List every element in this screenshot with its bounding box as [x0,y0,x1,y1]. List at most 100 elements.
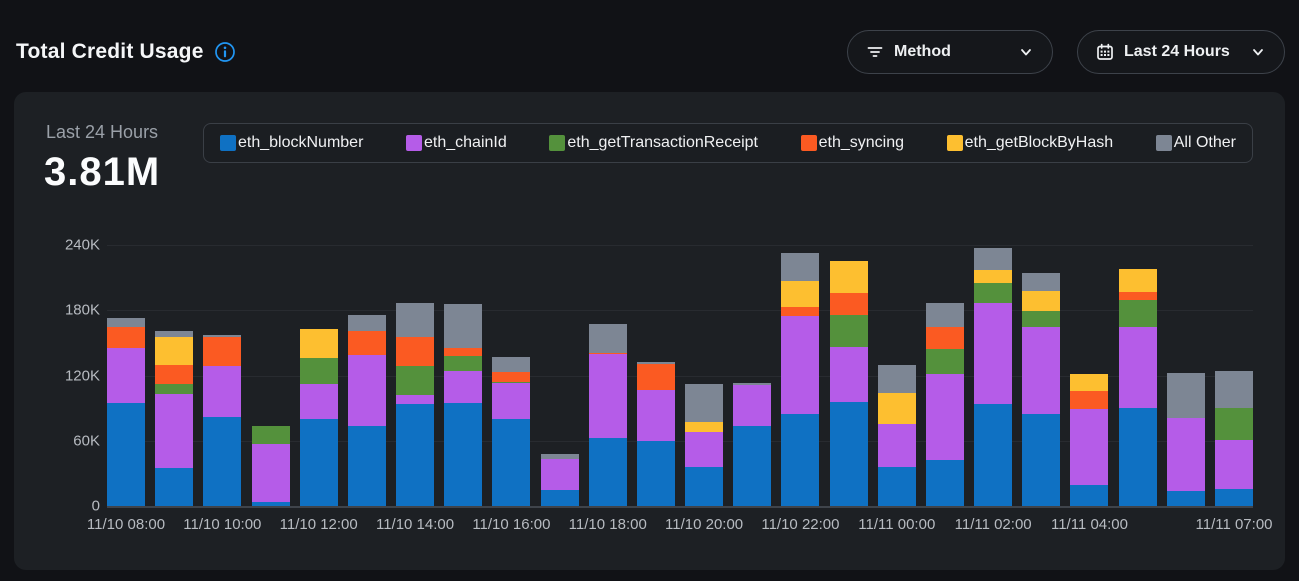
gridline [107,245,1253,246]
bar-segment-eth_chainId [829,347,868,402]
bar-segment-All Other [925,302,964,327]
bar-segment-All Other [636,362,675,364]
bar-segment-eth_getBlockByHash [781,280,820,307]
x-axis-tick-label: 11/10 12:00 [279,516,358,533]
bar-segment-eth_blockNumber [155,467,194,506]
chart-bar[interactable] [1070,374,1109,506]
bar-segment-All Other [540,453,579,460]
stat-total-value: 3.81M [44,150,161,194]
method-filter-label: Method [894,43,951,60]
bar-segment-eth_blockNumber [685,466,724,506]
chart-bar[interactable] [540,453,579,506]
chart-bar[interactable] [444,303,483,506]
bar-segment-eth_chainId [251,444,290,502]
legend-label: eth_blockNumber [238,134,364,151]
legend-label: eth_getTransactionReceipt [567,134,758,151]
legend-item-eth_blockNumber[interactable]: eth_blockNumber [220,134,363,152]
bar-segment-eth_blockNumber [299,419,338,506]
bar-segment-eth_chainId [444,371,483,403]
bar-segment-All Other [492,357,531,373]
bar-segment-eth_chainId [685,432,724,467]
bar-segment-eth_getTransactionReceipt [444,355,483,372]
bar-segment-eth_chainId [877,424,916,467]
bar-segment-All Other [155,330,194,338]
legend-swatch [1155,135,1172,151]
info-icon[interactable] [214,41,236,63]
bar-segment-eth_syncing [781,307,820,316]
time-range-dropdown[interactable]: Last 24 Hours [1077,30,1285,74]
chart-bar[interactable] [974,248,1013,506]
chart-bar[interactable] [492,357,531,506]
bar-segment-eth_chainId [925,374,964,461]
bar-segment-All Other [1022,273,1061,291]
bar-segment-eth_chainId [1070,409,1109,486]
bar-segment-eth_syncing [1118,291,1157,301]
chart-bar[interactable] [1166,373,1205,506]
chart-bar[interactable] [781,252,820,506]
bar-segment-eth_blockNumber [347,425,386,506]
bar-segment-All Other [347,314,386,331]
x-axis-tick-label: 11/10 22:00 [761,516,840,533]
chart-bar[interactable] [347,314,386,506]
y-axis-tick-label: 60K [73,432,100,450]
bar-segment-eth_getBlockByHash [974,270,1013,284]
bar-segment-eth_chainId [107,348,145,403]
stat-period-label: Last 24 Hours [46,122,159,142]
bar-segment-eth_blockNumber [974,403,1013,506]
legend-item-eth_chainId[interactable]: eth_chainId [406,134,507,152]
legend-item-All Other[interactable]: All Other [1155,134,1236,152]
bar-segment-All Other [444,303,483,349]
x-axis-tick-label: 11/10 20:00 [665,516,744,533]
legend-item-eth_getBlockByHash[interactable]: eth_getBlockByHash [946,134,1113,152]
legend-swatch [946,135,963,151]
x-axis-tick-label: 11/10 08:00 [86,516,166,533]
bar-segment-eth_blockNumber [1022,413,1061,506]
bar-segment-All Other [685,384,724,423]
chart-bar[interactable] [733,383,772,506]
chevron-down-icon [1250,44,1266,60]
legend-item-eth_syncing[interactable]: eth_syncing [800,134,904,152]
x-axis-tick-label: 11/10 14:00 [375,516,455,533]
chart-bar[interactable] [1215,371,1253,506]
bar-segment-eth_blockNumber [492,419,531,506]
bar-segment-eth_blockNumber [1166,490,1205,506]
bar-segment-eth_chainId [1118,326,1157,409]
bar-segment-eth_chainId [347,354,386,426]
bar-segment-eth_syncing [396,337,435,366]
bar-segment-eth_getTransactionReceipt [492,382,531,384]
bar-segment-All Other [107,317,145,327]
chart-bar[interactable] [925,302,964,506]
stacked-bar-chart: 0 60K 120K 180K 240K 11/10 08:00 11/10 10:00 11… [14,92,1285,570]
y-axis-tick-label: 0 [91,497,100,515]
bar-segment-eth_chainId [1022,326,1061,414]
chart-bar[interactable] [1022,273,1061,506]
chart-bar[interactable] [877,364,916,506]
bar-segment-All Other [1166,373,1205,418]
chart-bar[interactable] [588,324,627,506]
legend-swatch [549,135,566,151]
bar-segment-All Other [781,252,820,281]
chart-bar[interactable] [685,384,724,506]
chart-bar[interactable] [251,425,290,506]
bar-segment-eth_syncing [1070,390,1109,410]
chart-bar[interactable] [203,335,242,506]
method-filter-dropdown[interactable]: Method [847,30,1053,74]
bar-segment-eth_getBlockByHash [685,422,724,433]
chart-bar[interactable] [636,362,675,506]
chart-bar[interactable] [107,317,145,506]
chart-bar[interactable] [829,261,868,506]
bar-segment-eth_syncing [588,352,627,354]
bar-segment-eth_getBlockByHash [1022,290,1061,312]
legend-item-eth_getTransactionReceipt[interactable]: eth_getTransactionReceipt [549,134,758,152]
chevron-down-icon [1018,44,1034,60]
chart-bar[interactable] [299,328,338,506]
legend-swatch [406,135,423,151]
chart-bar[interactable] [155,330,194,506]
legend-swatch [800,135,817,151]
chart-bar[interactable] [396,302,435,506]
bar-segment-eth_chainId [396,395,435,404]
chart-bar[interactable] [1118,268,1157,506]
bar-segment-eth_blockNumber [588,437,627,506]
bar-segment-eth_chainId [733,385,772,426]
x-axis-tick-label: 11/11 00:00 [858,516,936,533]
